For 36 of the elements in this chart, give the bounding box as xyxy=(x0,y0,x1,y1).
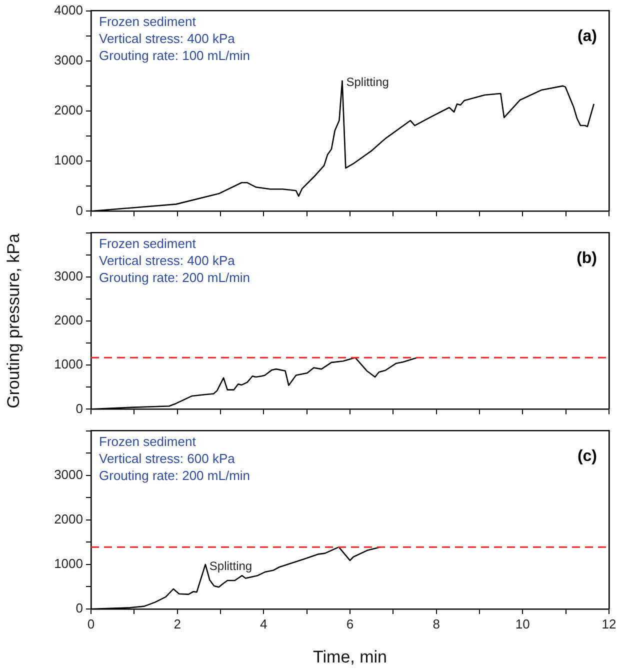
x-tick-label: 0 xyxy=(87,616,95,632)
x-axis-title: Time, min xyxy=(313,647,387,666)
x-tick-label: 2 xyxy=(174,616,181,632)
y-tick-label: 2000 xyxy=(54,312,83,328)
annotation: Vertical stress: 400 kPa xyxy=(99,30,236,46)
y-tick-label: 1000 xyxy=(54,356,83,372)
annotation: Frozen sediment xyxy=(99,236,196,251)
y-tick-label: 3000 xyxy=(54,466,83,482)
y-tick-label: 0 xyxy=(76,400,83,416)
x-tick-label: 8 xyxy=(432,616,440,632)
text: (a) xyxy=(577,28,597,46)
annotation: Frozen sediment xyxy=(99,14,196,29)
y-tick-label: 2000 xyxy=(54,511,83,526)
y-tick-label: 0 xyxy=(76,600,83,616)
x-tick-label: 4 xyxy=(260,616,268,632)
text: (c) xyxy=(577,448,597,466)
y-tick-label: 4000 xyxy=(54,2,83,18)
annotation: Splitting xyxy=(209,558,252,573)
annotation: Grouting rate: 200 mL/min xyxy=(99,468,250,483)
y-tick-label: 3000 xyxy=(54,52,83,68)
y-tick-label: 2000 xyxy=(54,102,83,118)
x-tick-label: 6 xyxy=(346,616,354,632)
text: (b) xyxy=(576,250,597,268)
y-tick-label: 1000 xyxy=(54,152,83,168)
annotation: Splitting xyxy=(346,75,389,90)
x-tick-label: 10 xyxy=(515,616,530,632)
annotation: Vertical stress: 400 kPa xyxy=(99,252,236,268)
x-tick-label: 12 xyxy=(602,616,616,632)
annotation: Grouting rate: 200 mL/min xyxy=(99,270,250,285)
y-tick-label: 3000 xyxy=(54,268,83,284)
annotation: Grouting rate: 100 mL/min xyxy=(99,48,250,63)
annotation: Frozen sediment xyxy=(99,434,196,449)
y-axis-title: Grouting pressure, kPa xyxy=(4,233,23,408)
annotation: Vertical stress: 600 kPa xyxy=(99,450,236,466)
y-tick-label: 1000 xyxy=(54,556,83,572)
y-tick-label: 0 xyxy=(76,202,83,218)
